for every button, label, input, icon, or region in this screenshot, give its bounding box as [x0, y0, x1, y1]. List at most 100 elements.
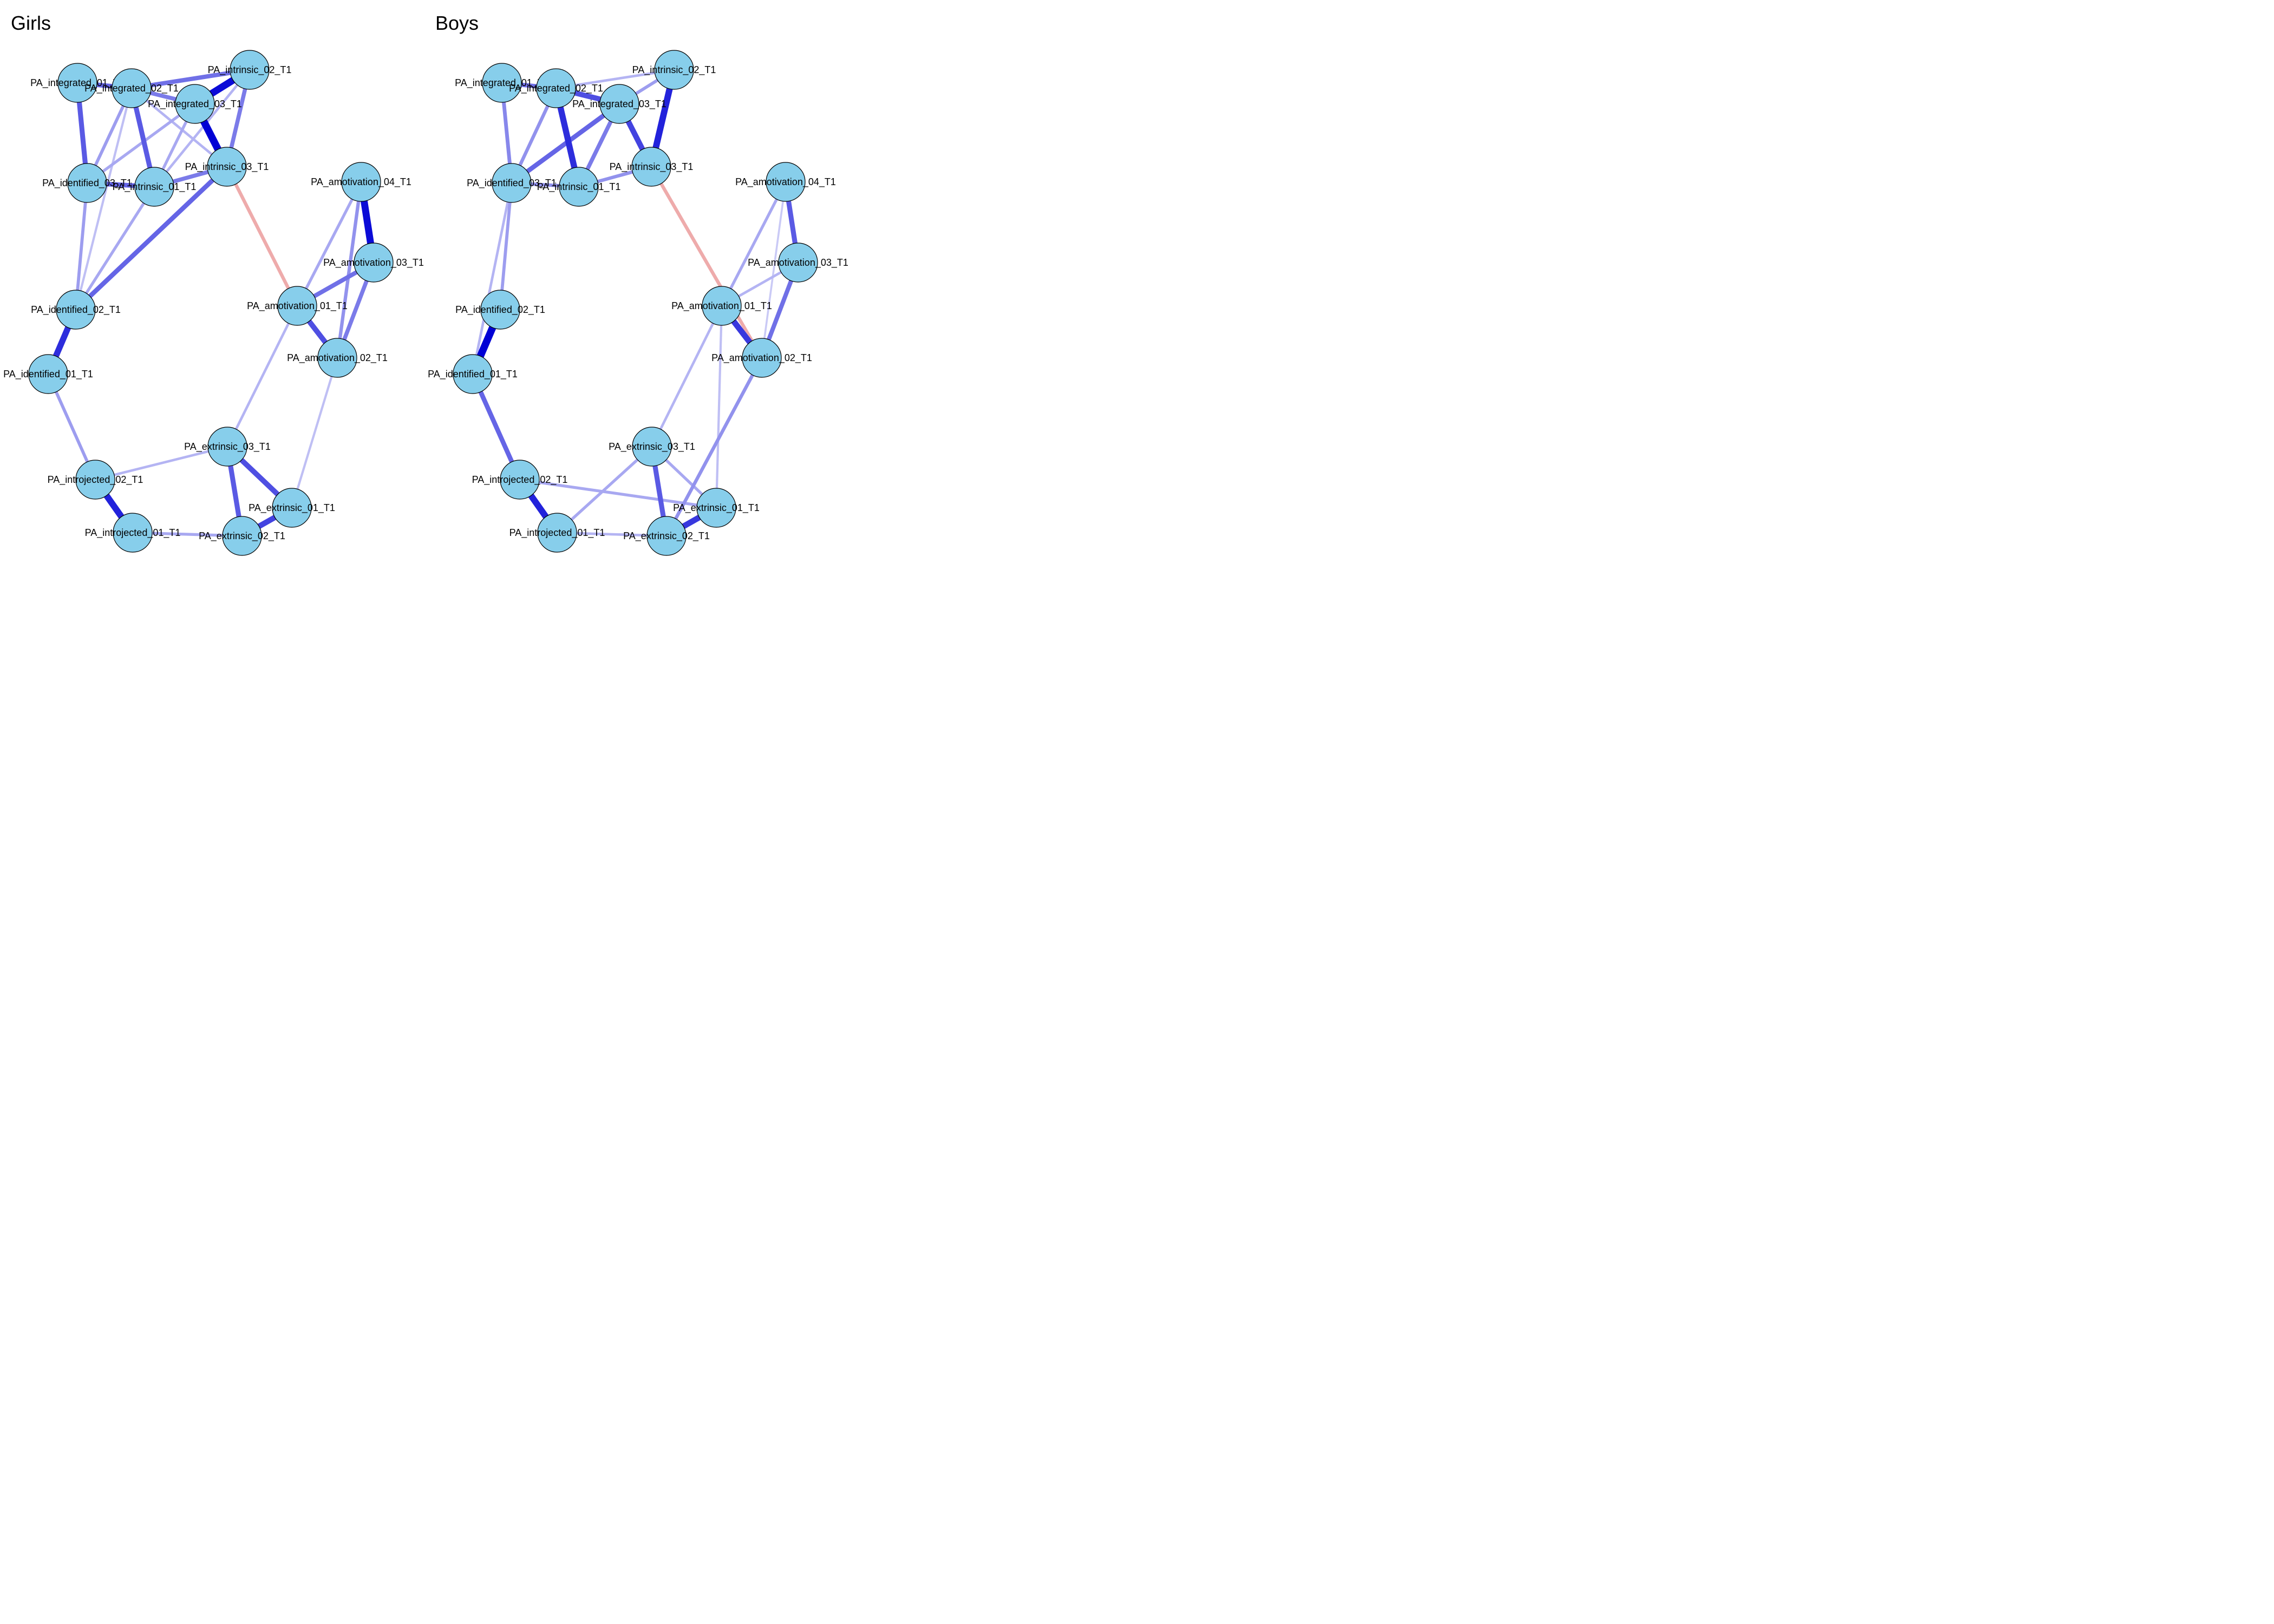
node-circle [67, 163, 107, 203]
node-circle [222, 516, 262, 556]
edge-girls-PA_integrated_02_T1-PA_intrinsic_02_T1 [131, 68, 250, 90]
node-label: PA_extrinsic_01_T1 [673, 502, 760, 514]
node-label: PA_amotivation_01_T1 [247, 300, 348, 312]
panel-title-girls: Girls [11, 12, 51, 34]
node-circle [492, 163, 532, 203]
edge-girls-PA_intrinsic_02_T1-PA_intrinsic_01_T1 [153, 69, 251, 188]
node-label: PA_integrated_02_T1 [84, 83, 179, 94]
node-label: PA_extrinsic_01_T1 [249, 502, 335, 514]
node-circle [134, 167, 174, 207]
edge-boys-PA_amotivation_04_T1-PA_amotivation_01_T1 [720, 181, 787, 307]
node-circle [537, 513, 577, 553]
node-circle [742, 338, 782, 378]
node-circle [317, 338, 357, 378]
node-circle [277, 286, 317, 326]
node-girls-PA_amotivation_01_T1: PA_amotivation_01_T1 [247, 286, 348, 326]
node-boys-PA_introjected_02_T1: PA_introjected_02_T1 [472, 460, 567, 500]
node-label: PA_identified_01_T1 [428, 369, 518, 380]
node-girls-PA_identified_01_T1: PA_identified_01_T1 [3, 354, 93, 394]
node-girls-PA_extrinsic_02_T1: PA_extrinsic_02_T1 [199, 516, 285, 556]
node-circle [480, 290, 520, 330]
edge-boys-PA_intrinsic_03_T1-PA_amotivation_02_T1 [650, 166, 763, 359]
node-circle [778, 243, 818, 283]
node-circle [453, 354, 493, 394]
edge-boys-PA_identified_03_T1-PA_identified_01_T1 [471, 182, 513, 375]
node-label: PA_identified_02_T1 [31, 304, 121, 316]
node-circle [75, 460, 115, 500]
node-boys-PA_intrinsic_01_T1: PA_intrinsic_01_T1 [537, 167, 621, 207]
node-label: PA_integrated_03_T1 [148, 99, 242, 110]
edge-girls-PA_integrated_02_T1-PA_identified_02_T1 [74, 88, 133, 310]
network-figure: Girls PA_integrated_01_T1 PA_integrated_0… [0, 0, 849, 606]
node-girls-PA_integrated_02_T1: PA_integrated_02_T1 [84, 68, 179, 108]
node-label: PA_intrinsic_03_T1 [610, 161, 694, 173]
node-circle [559, 167, 599, 207]
network-svg: Girls PA_integrated_01_T1PA_integrated_0… [0, 0, 849, 606]
node-girls-PA_introjected_02_T1: PA_introjected_02_T1 [48, 460, 143, 500]
node-label: PA_amotivation_02_T1 [711, 352, 812, 364]
node-label: PA_identified_02_T1 [455, 304, 545, 316]
node-circle [272, 488, 312, 528]
edge-boys-PA_introjected_01_T1-PA_extrinsic_03_T1 [556, 446, 653, 534]
node-boys-PA_integrated_01_T1: PA_integrated_01_T1 [455, 63, 549, 103]
node-label: PA_intrinsic_02_T1 [632, 64, 716, 76]
node-label: PA_intrinsic_03_T1 [185, 161, 269, 173]
node-girls-PA_amotivation_04_T1: PA_amotivation_04_T1 [311, 162, 411, 202]
edge-girls-PA_amotivation_04_T1-PA_amotivation_02_T1 [335, 181, 363, 358]
node-circle [654, 50, 694, 90]
edge-girls-PA_integrated_02_T1-PA_intrinsic_03_T1 [130, 87, 228, 168]
node-circle [482, 63, 522, 103]
panel-girls: Girls PA_integrated_01_T1PA_integrated_0… [3, 12, 424, 556]
node-label: PA_identified_03_T1 [42, 178, 132, 189]
node-circle [113, 513, 153, 553]
edge-girls-PA_amotivation_04_T1-PA_amotivation_01_T1 [296, 181, 363, 307]
node-girls-PA_intrinsic_03_T1: PA_intrinsic_03_T1 [185, 147, 269, 187]
node-circle [766, 162, 806, 202]
node-circle [207, 147, 247, 187]
edge-girls-PA_intrinsic_01_T1-PA_identified_02_T1 [74, 186, 156, 311]
edge-girls-PA_intrinsic_03_T1-PA_amotivation_01_T1 [225, 166, 299, 307]
node-girls-PA_extrinsic_01_T1: PA_extrinsic_01_T1 [249, 488, 335, 528]
node-label: PA_introjected_01_T1 [509, 527, 605, 539]
node-circle [341, 162, 381, 202]
node-boys-PA_amotivation_04_T1: PA_amotivation_04_T1 [735, 162, 836, 202]
node-circle [207, 427, 247, 467]
node-girls-PA_intrinsic_01_T1: PA_intrinsic_01_T1 [113, 167, 196, 207]
node-circle [646, 516, 687, 556]
edge-boys-PA_integrated_02_T1-PA_intrinsic_02_T1 [556, 68, 675, 90]
node-circle [632, 427, 672, 467]
node-circle [631, 147, 671, 187]
node-circle [56, 290, 96, 330]
node-circle [28, 354, 68, 394]
node-girls-PA_extrinsic_03_T1: PA_extrinsic_03_T1 [184, 427, 271, 467]
node-girls-PA_amotivation_03_T1: PA_amotivation_03_T1 [323, 243, 424, 283]
node-label: PA_amotivation_04_T1 [735, 176, 836, 188]
node-label: PA_extrinsic_02_T1 [199, 531, 285, 542]
node-label: PA_amotivation_04_T1 [311, 176, 411, 188]
node-boys-PA_identified_02_T1: PA_identified_02_T1 [455, 290, 545, 330]
node-label: PA_amotivation_01_T1 [671, 300, 772, 312]
edge-boys-PA_extrinsic_01_T1-PA_amotivation_01_T1 [715, 305, 723, 508]
node-label: PA_amotivation_03_T1 [748, 257, 848, 269]
node-label: PA_integrated_02_T1 [509, 83, 603, 94]
node-label: PA_amotivation_03_T1 [323, 257, 424, 269]
node-circle [696, 488, 736, 528]
node-label: PA_amotivation_02_T1 [287, 352, 388, 364]
node-boys-PA_intrinsic_02_T1: PA_intrinsic_02_T1 [632, 50, 716, 90]
node-circle [599, 84, 639, 124]
edge-girls-PA_extrinsic_01_T1-PA_amotivation_02_T1 [290, 357, 339, 508]
node-label: PA_extrinsic_03_T1 [609, 441, 695, 453]
node-label: PA_extrinsic_02_T1 [623, 531, 710, 542]
node-girls-PA_integrated_03_T1: PA_integrated_03_T1 [148, 84, 242, 124]
node-boys-PA_extrinsic_02_T1: PA_extrinsic_02_T1 [623, 516, 710, 556]
panel-boys: Boys PA_integrated_01_T1PA_integrated_02… [428, 12, 848, 556]
edge-girls-PA_introjected_02_T1-PA_extrinsic_03_T1 [95, 445, 228, 481]
node-boys-PA_identified_03_T1: PA_identified_03_T1 [467, 163, 557, 203]
node-circle [536, 68, 576, 108]
edge-boys-PA_extrinsic_02_T1-PA_amotivation_02_T1 [665, 357, 763, 537]
node-boys-PA_amotivation_03_T1: PA_amotivation_03_T1 [748, 243, 848, 283]
panel-title-boys: Boys [435, 12, 479, 34]
node-label: PA_intrinsic_01_T1 [537, 181, 621, 193]
